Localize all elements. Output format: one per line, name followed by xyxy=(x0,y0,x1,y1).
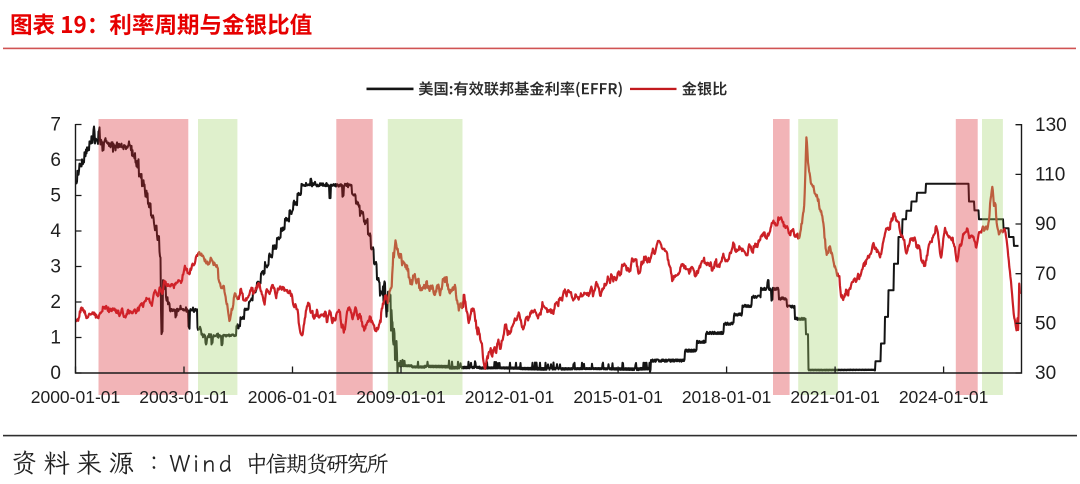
svg-text:2015-01-01: 2015-01-01 xyxy=(573,387,663,407)
svg-text:3: 3 xyxy=(50,257,61,278)
svg-text:2006-01-01: 2006-01-01 xyxy=(248,387,338,407)
svg-text:2024-01-01: 2024-01-01 xyxy=(899,387,989,407)
svg-text:4: 4 xyxy=(50,221,61,242)
svg-text:7: 7 xyxy=(50,115,61,136)
svg-text:0: 0 xyxy=(50,363,61,384)
svg-text:90: 90 xyxy=(1035,214,1056,235)
svg-text:2000-01-01: 2000-01-01 xyxy=(31,387,121,407)
svg-text:2018-01-01: 2018-01-01 xyxy=(682,387,772,407)
svg-text:2003-01-01: 2003-01-01 xyxy=(139,387,229,407)
svg-text:30: 30 xyxy=(1035,363,1056,384)
svg-text:2021-01-01: 2021-01-01 xyxy=(790,387,880,407)
svg-text:50: 50 xyxy=(1035,314,1056,335)
svg-text:1: 1 xyxy=(50,328,61,349)
svg-text:130: 130 xyxy=(1035,115,1067,136)
svg-text:6: 6 xyxy=(50,150,61,171)
svg-text:70: 70 xyxy=(1035,264,1056,285)
svg-text:5: 5 xyxy=(50,186,61,207)
svg-text:110: 110 xyxy=(1035,165,1065,186)
svg-text:2009-01-01: 2009-01-01 xyxy=(356,387,446,407)
svg-text:2: 2 xyxy=(50,292,61,313)
svg-text:2012-01-01: 2012-01-01 xyxy=(465,387,555,407)
